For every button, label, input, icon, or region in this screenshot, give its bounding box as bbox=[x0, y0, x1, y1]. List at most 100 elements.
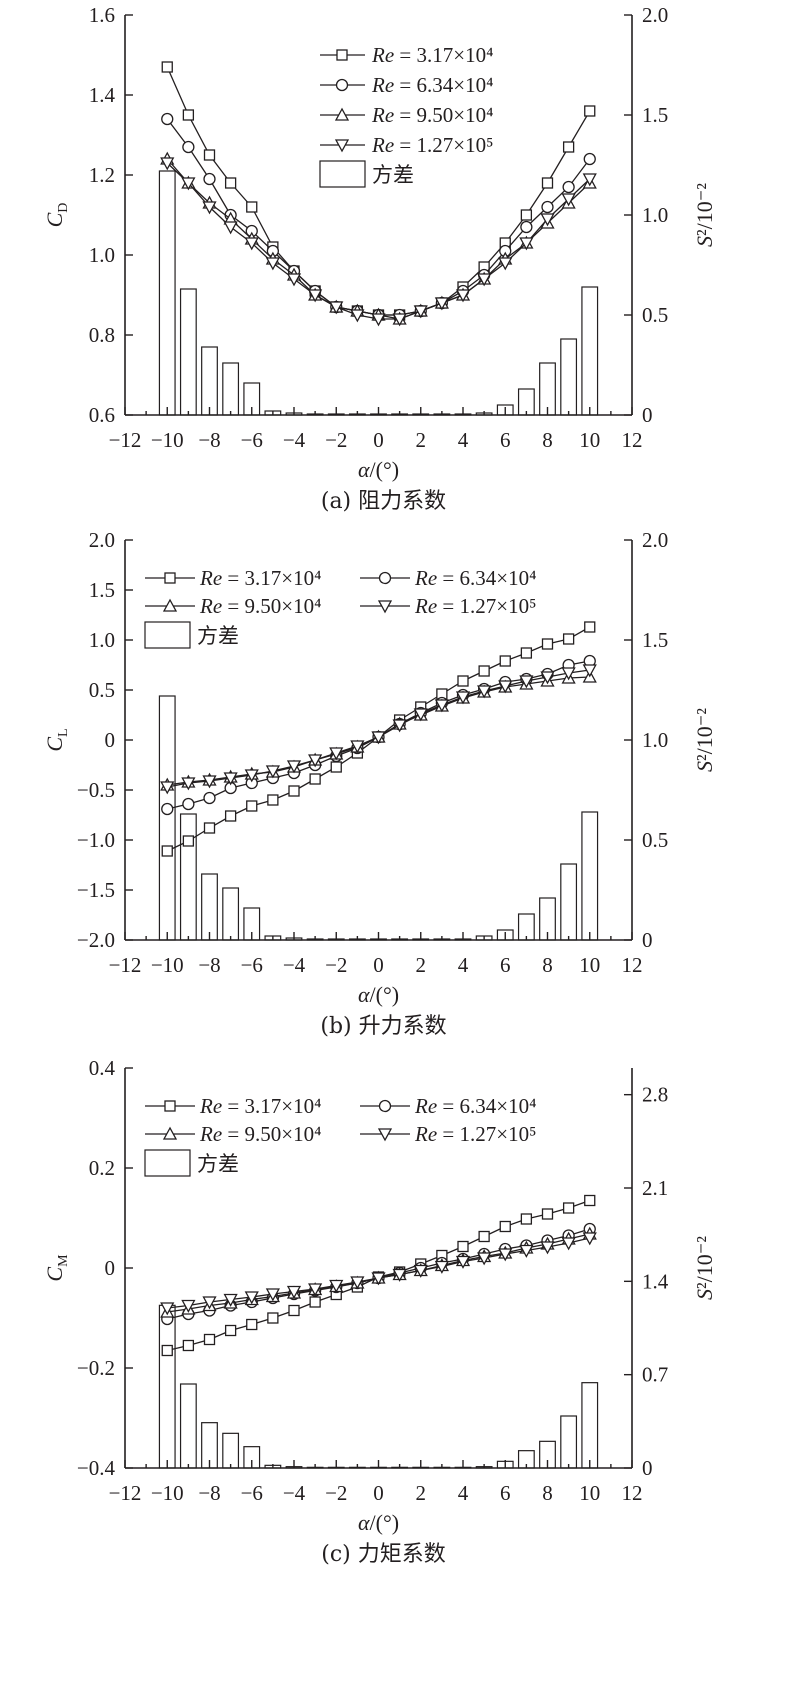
data-point-circle bbox=[161, 802, 174, 816]
data-point-circle bbox=[161, 112, 174, 126]
left-y-tick-label: 1.0 bbox=[89, 243, 115, 267]
data-point-square bbox=[246, 201, 258, 213]
legend-marker-square bbox=[336, 49, 348, 61]
data-point-triangle-down bbox=[181, 1299, 196, 1313]
data-point-square bbox=[182, 1339, 195, 1352]
x-tick-label: 12 bbox=[622, 428, 643, 452]
left-y-tick-label: −1.5 bbox=[77, 878, 115, 902]
variance-bar bbox=[560, 863, 578, 941]
data-point-triangle-down bbox=[350, 309, 365, 323]
right-y-axis-title: S²/10⁻² bbox=[692, 183, 717, 247]
x-tick-label: −8 bbox=[198, 953, 220, 977]
variance-bar bbox=[560, 1415, 578, 1469]
legend-bar-swatch bbox=[319, 160, 366, 188]
right-y-tick-label: 1.0 bbox=[642, 728, 668, 752]
variance-bar bbox=[581, 286, 599, 416]
data-point-triangle-down bbox=[477, 685, 492, 699]
data-point-square bbox=[182, 109, 195, 121]
data-point-square bbox=[562, 1202, 575, 1214]
variance-bar bbox=[179, 288, 197, 416]
x-axis-title: α/(°) bbox=[358, 457, 399, 482]
data-point-square bbox=[161, 61, 173, 73]
right-y-tick-label: 0.7 bbox=[642, 1363, 668, 1387]
x-tick-label: 10 bbox=[579, 428, 600, 452]
legend-marker-square bbox=[164, 1100, 176, 1112]
x-tick-label: −12 bbox=[109, 953, 142, 977]
data-point-triangle-down bbox=[181, 777, 196, 791]
data-point-triangle-down bbox=[244, 769, 259, 783]
x-tick-label: 8 bbox=[542, 428, 553, 452]
data-point-square bbox=[541, 177, 554, 189]
data-point-square bbox=[541, 638, 554, 650]
legend: Re = 3.17×10⁴ Re = 6.34×10⁴ Re = 9.50×10⁴ R… bbox=[144, 566, 536, 649]
data-point-triangle-down bbox=[455, 1255, 471, 1269]
x-tick-label: 8 bbox=[542, 953, 553, 977]
data-point-triangle-down bbox=[181, 177, 196, 191]
legend-label: Re = 1.27×10⁵ bbox=[371, 133, 493, 157]
variance-bar bbox=[222, 362, 240, 416]
data-point-triangle-down bbox=[455, 691, 471, 705]
data-point-triangle-down bbox=[434, 1260, 449, 1274]
data-point-triangle-down bbox=[561, 193, 576, 207]
data-point-square bbox=[478, 1230, 490, 1243]
legend-label: Re = 3.17×10⁴ bbox=[199, 1094, 321, 1118]
data-point-triangle-down bbox=[202, 201, 217, 215]
data-point-triangle-down bbox=[160, 781, 175, 795]
x-tick-label: 4 bbox=[458, 953, 469, 977]
data-point-triangle-down bbox=[413, 1264, 428, 1278]
data-point-triangle-down bbox=[160, 157, 175, 171]
left-y-tick-label: −0.2 bbox=[77, 1356, 115, 1380]
data-point-square bbox=[584, 621, 596, 633]
left-y-tick-label: −0.5 bbox=[77, 778, 115, 802]
data-point-triangle-down bbox=[329, 301, 344, 315]
data-point-triangle-down bbox=[392, 313, 407, 327]
x-tick-label: −4 bbox=[283, 953, 306, 977]
data-point-triangle-down bbox=[498, 1248, 513, 1262]
data-point-triangle-down bbox=[477, 273, 492, 287]
data-point-triangle-down bbox=[329, 747, 344, 761]
legend-bar-swatch bbox=[144, 621, 191, 649]
x-axis-title: α/(°) bbox=[358, 982, 399, 1007]
legend-label: Re = 3.17×10⁴ bbox=[371, 43, 493, 67]
data-point-square bbox=[584, 105, 596, 117]
data-point-square bbox=[267, 794, 279, 806]
data-point-triangle-down bbox=[308, 754, 323, 768]
data-point-circle bbox=[562, 180, 575, 194]
data-point-triangle-down bbox=[202, 1296, 217, 1310]
data-point-square bbox=[203, 149, 216, 161]
right-y-axis-title: S²/10⁻² bbox=[692, 708, 717, 772]
data-point-circle bbox=[203, 172, 216, 186]
chart-panel-1: −12 −10 −8 −6 −4 −2 0 2 4 6 8 10 12 0.6 0.8 1.0 1.2 1.4 1.… bbox=[42, 3, 717, 514]
variance-bar bbox=[581, 811, 599, 941]
data-point-circle bbox=[541, 200, 554, 214]
data-point-square bbox=[520, 209, 533, 221]
left-y-tick-label: 1.5 bbox=[89, 578, 115, 602]
x-tick-label: 10 bbox=[579, 953, 600, 977]
left-y-tick-label: −0.4 bbox=[77, 1456, 116, 1480]
legend-label: Re = 1.27×10⁵ bbox=[414, 1122, 536, 1146]
data-point-triangle-down bbox=[350, 740, 365, 754]
legend: Re = 3.17×10⁴ Re = 6.34×10⁴ Re = 9.50×10⁴ R… bbox=[144, 1094, 536, 1177]
variance-bar bbox=[201, 346, 218, 416]
data-point-triangle-down bbox=[371, 313, 386, 327]
x-tick-label: −10 bbox=[151, 428, 184, 452]
left-y-tick-label: 1.2 bbox=[89, 163, 115, 187]
x-tick-label: −2 bbox=[325, 1481, 347, 1505]
legend-label: 方差 bbox=[197, 624, 239, 648]
data-point-triangle-down bbox=[223, 221, 238, 235]
data-point-triangle-down bbox=[540, 671, 555, 685]
data-point-square bbox=[267, 1312, 279, 1324]
x-tick-label: 4 bbox=[458, 1481, 469, 1505]
x-tick-label: 6 bbox=[500, 953, 511, 977]
data-point-circle bbox=[583, 152, 596, 166]
left-y-axis-title: CM bbox=[42, 1254, 71, 1282]
legend-marker-circle bbox=[335, 78, 349, 92]
panel-caption: (a) 阻力系数 bbox=[321, 489, 446, 514]
legend-marker-circle bbox=[378, 571, 392, 585]
data-point-square bbox=[288, 785, 300, 797]
data-point-square bbox=[330, 761, 342, 773]
data-point-square bbox=[224, 810, 237, 822]
legend-marker-triangle-down bbox=[377, 600, 393, 614]
